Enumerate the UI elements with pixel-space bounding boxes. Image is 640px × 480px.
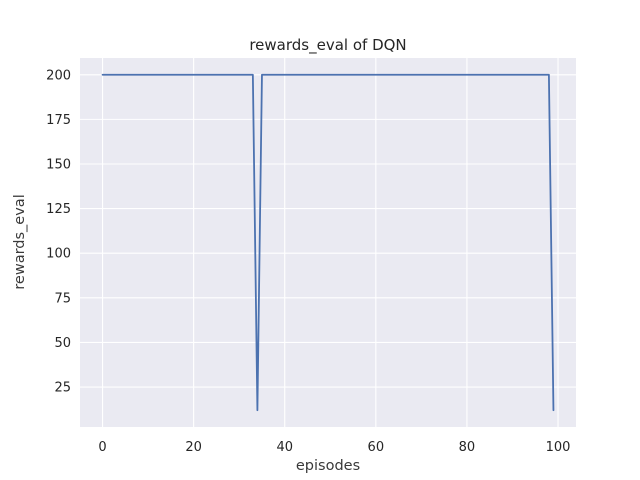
y-tick-label: 150	[46, 157, 71, 172]
x-tick-label: 80	[459, 440, 476, 455]
x-axis-label: episodes	[296, 458, 360, 474]
plot-area	[80, 58, 576, 427]
x-tick-label: 20	[185, 440, 202, 455]
series-line-rewards-eval	[101, 73, 555, 412]
y-tick-label: 175	[46, 113, 71, 128]
x-tick-label: 60	[368, 440, 385, 455]
y-tick-label: 125	[46, 202, 71, 217]
y-tick-label: 50	[54, 336, 71, 351]
y-tick-labels: 25 50 75 100 125 150 175 200	[46, 68, 71, 395]
y-axis-label: rewards_eval	[12, 194, 28, 289]
x-tick-label: 0	[98, 440, 106, 455]
y-tick-label: 100	[46, 247, 71, 262]
chart-title: rewards_eval of DQN	[249, 36, 406, 55]
x-tick-label: 100	[546, 440, 571, 455]
x-tick-label: 40	[276, 440, 293, 455]
x-tick-labels: 0 20 40 60 80 100	[98, 440, 570, 455]
y-tick-label: 75	[54, 291, 71, 306]
y-tick-label: 25	[54, 381, 71, 396]
y-tick-label: 200	[46, 68, 71, 83]
